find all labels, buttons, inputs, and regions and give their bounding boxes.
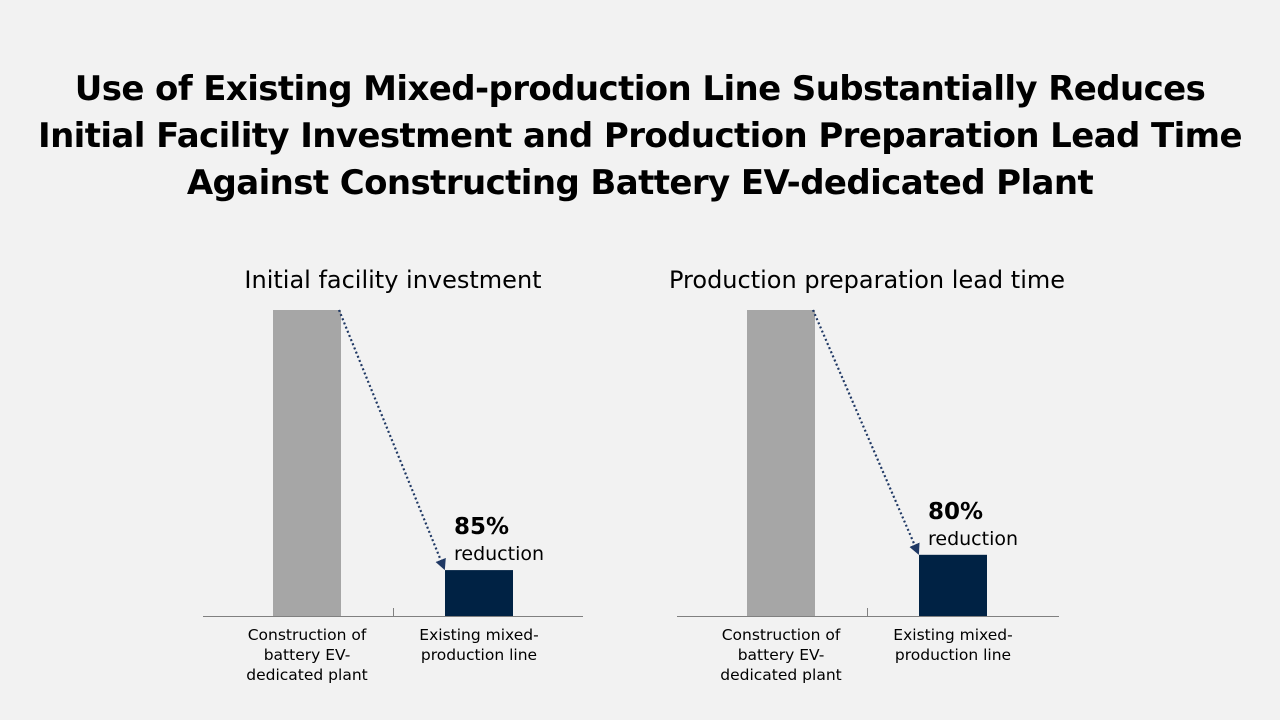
chart-1-category-label-1-line: Construction of xyxy=(248,626,367,644)
chart-1-reduction-label: reduction xyxy=(454,543,544,565)
chart-2-category-label-1-line: dedicated plant xyxy=(720,666,841,684)
chart-2-bar-dedicated-plant xyxy=(747,310,815,616)
slide-title-line-3: Against Constructing Battery EV-dedicate… xyxy=(186,163,1094,203)
slide-title-line-1: Use of Existing Mixed-production Line Su… xyxy=(74,69,1206,109)
chart-1-bar-dedicated-plant xyxy=(273,310,341,616)
chart-1-category-label-1: Construction of battery EV-dedicated plan… xyxy=(246,626,367,684)
chart-2-category-label-2: Existing mixed-production line xyxy=(893,626,1012,664)
chart-2-category-label-1-line: Construction of xyxy=(722,626,841,644)
chart-1-title: Initial facility investment xyxy=(244,266,541,294)
chart-1-category-label-2-line: production line xyxy=(421,646,537,664)
chart-2-reduction-label: reduction xyxy=(928,528,1018,550)
chart-2-reduction-value: 80% xyxy=(928,499,983,525)
chart-2-category-label-2-line: Existing mixed- xyxy=(893,626,1012,644)
slide-title: Use of Existing Mixed-production Line Su… xyxy=(0,66,1280,207)
chart-1-category-label-2-line: Existing mixed- xyxy=(419,626,538,644)
chart-2-title: Production preparation lead time xyxy=(669,266,1065,294)
chart-2-category-label-1-line: battery EV- xyxy=(738,646,825,664)
chart-2-bar-mixed-line xyxy=(919,554,987,616)
chart-1-category-label-1-line: battery EV- xyxy=(264,646,351,664)
chart-1-category-label-1-line: dedicated plant xyxy=(246,666,367,684)
chart-2-reduction-arrow xyxy=(811,309,920,555)
chart-1-bar-mixed-line xyxy=(445,570,513,616)
slide-title-line-2: Initial Facility Investment and Producti… xyxy=(38,116,1243,156)
chart-1-reduction-value: 85% xyxy=(454,514,509,540)
chart-1-reduction-arrow xyxy=(337,309,446,571)
chart-2-category-label-2-line: production line xyxy=(895,646,1011,664)
chart-2-category-label-1: Construction of battery EV-dedicated plan… xyxy=(720,626,841,684)
chart-1-category-label-2: Existing mixed-production line xyxy=(419,626,538,664)
